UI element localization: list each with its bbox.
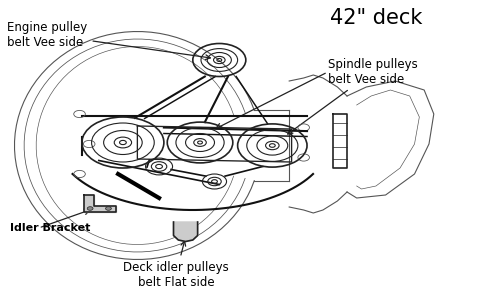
Text: Idler Bracket: Idler Bracket	[10, 223, 90, 233]
Text: Spindle pulleys
belt Vee side: Spindle pulleys belt Vee side	[288, 58, 417, 134]
Text: Engine pulley
belt Vee side: Engine pulley belt Vee side	[7, 20, 210, 60]
Text: 42" deck: 42" deck	[330, 8, 422, 28]
Polygon shape	[84, 195, 116, 211]
Text: Deck idler pulleys
belt Flat side: Deck idler pulleys belt Flat side	[123, 241, 229, 289]
Circle shape	[87, 207, 93, 210]
Polygon shape	[174, 222, 198, 242]
Circle shape	[106, 207, 111, 210]
